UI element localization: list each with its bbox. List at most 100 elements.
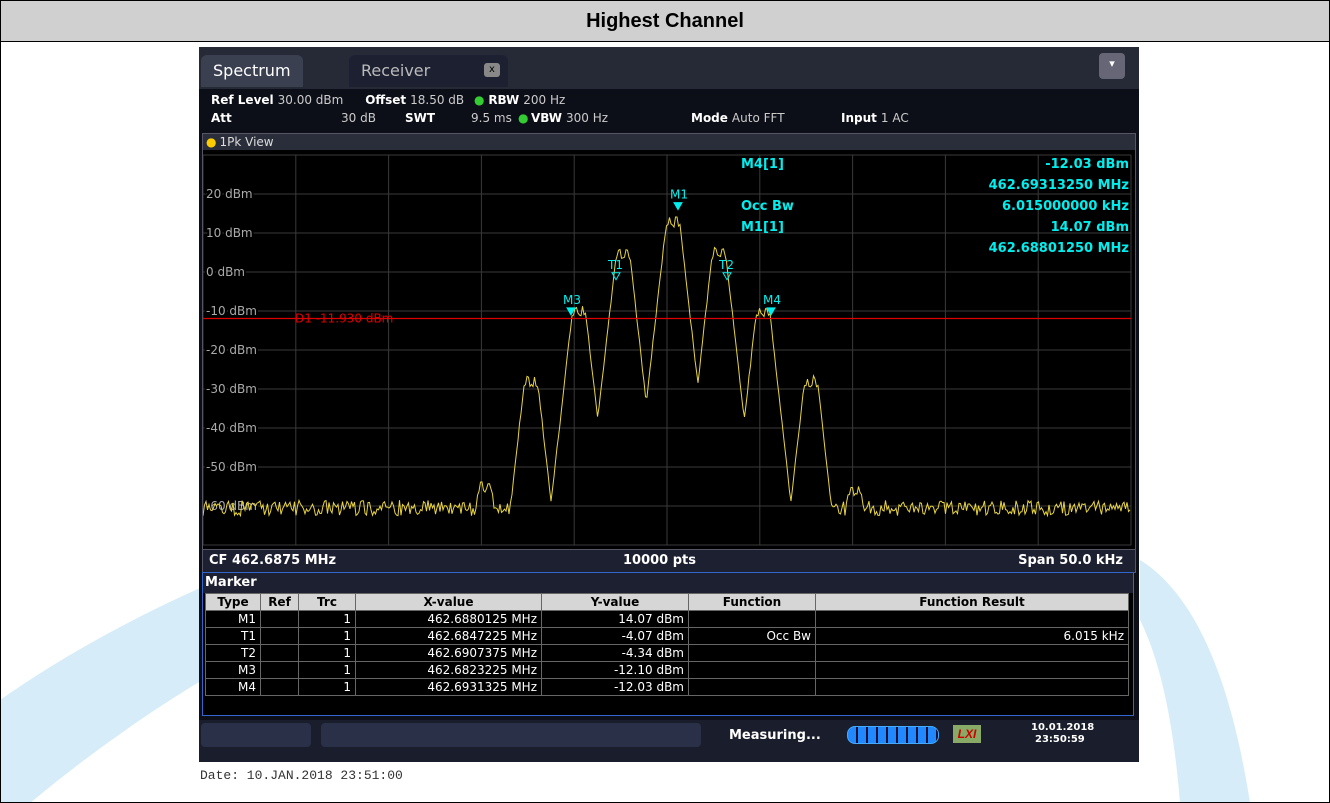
y-label: 10 dBm <box>206 226 253 240</box>
marker-tag: M3 <box>563 293 581 307</box>
table-cell: 14.07 dBm <box>541 610 689 628</box>
table-row: M4 1 462.6931325 MHz -12.03 dBm <box>205 678 1129 696</box>
setting-name: VBW <box>531 111 563 125</box>
readout-label: M4[1] <box>741 157 784 172</box>
column-header: Y-value <box>541 593 689 611</box>
table-cell <box>260 644 299 662</box>
marker-tag: T1 <box>607 258 623 272</box>
table-cell <box>688 678 816 696</box>
table-cell: T1 <box>205 627 261 645</box>
table-cell: 462.6880125 MHz <box>355 610 542 628</box>
marker-table-window: Marker Type Ref Trc X-value Y-value Function F… <box>202 572 1134 716</box>
settings-row: Ref Level 30.00 dBm Offset 18.50 dB ● RBW 2… <box>211 93 566 107</box>
table-title: Marker <box>203 573 1133 593</box>
table-header-row: Type Ref Trc X-value Y-value Function Function… <box>205 593 1129 611</box>
report-title: Highest Channel <box>1 1 1329 42</box>
spectrum-plot: 20 dBm 10 dBm 0 dBm -10 dBm -20 dBm -30 dBm -4… <box>203 154 1132 546</box>
readout-value: -12.03 dBm <box>1045 157 1129 172</box>
display-line-label: D1 -11.930 dBm <box>295 312 393 326</box>
tab-label: Receiver <box>361 61 431 80</box>
table-cell: -4.34 dBm <box>541 644 689 662</box>
status-bar: Measuring... LXI 10.01.2018 23:50:59 <box>199 720 1139 762</box>
softkey[interactable] <box>321 723 701 747</box>
softkey[interactable] <box>201 723 311 747</box>
table-cell <box>688 610 816 628</box>
table-cell: Occ Bw <box>688 627 816 645</box>
y-label: -10 dBm <box>206 304 257 318</box>
setting-name: Ref Level <box>211 93 274 107</box>
column-header: Function <box>688 593 816 611</box>
menu-button[interactable]: ▾ <box>1099 53 1125 79</box>
readout-label: Occ Bw <box>741 199 794 214</box>
table-cell <box>815 610 1129 628</box>
view-header: ● 1Pk View <box>203 134 1135 150</box>
readout-value: 462.69313250 MHz <box>989 178 1129 193</box>
setting-name: RBW <box>488 93 520 107</box>
status-time: 23:50:59 <box>1035 734 1085 745</box>
plot-footer: CF 462.6875 MHz 10000 pts Span 50.0 kHz <box>203 549 1135 572</box>
marker-table: Type Ref Trc X-value Y-value Function Function… <box>205 593 1129 696</box>
table-row: T1 1 462.6847225 MHz -4.07 dBm Occ Bw 6.015 k… <box>205 627 1129 645</box>
readout-value: 14.07 dBm <box>1051 220 1129 235</box>
table-cell <box>815 678 1129 696</box>
table-cell: -12.10 dBm <box>541 661 689 679</box>
setting-name: Att <box>211 111 232 125</box>
close-icon[interactable]: x <box>484 63 500 77</box>
table-cell: 1 <box>298 627 356 645</box>
y-label: -30 dBm <box>206 382 257 396</box>
table-cell: 1 <box>298 644 356 662</box>
marker-tag: T2 <box>718 258 734 272</box>
table-cell <box>260 661 299 679</box>
span: Span 50.0 kHz <box>1018 553 1123 568</box>
table-row: M1 1 462.6880125 MHz 14.07 dBm <box>205 610 1129 628</box>
table-cell: M1 <box>205 610 261 628</box>
table-cell <box>815 661 1129 679</box>
table-cell: M3 <box>205 661 261 679</box>
table-cell: 1 <box>298 661 356 679</box>
view-label: 1Pk View <box>219 135 274 149</box>
table-cell: 1 <box>298 610 356 628</box>
tab[interactable]: Receiver x <box>349 55 508 87</box>
setting-value: 300 Hz <box>566 111 609 125</box>
table-cell <box>688 644 816 662</box>
table-cell <box>260 627 299 645</box>
readout-value: 462.68801250 MHz <box>989 241 1129 256</box>
setting-value: 30.00 dBm <box>277 93 344 107</box>
setting-value: Auto FFT <box>731 111 785 125</box>
column-header: Function Result <box>815 593 1129 611</box>
table-cell <box>688 661 816 679</box>
table-cell: T2 <box>205 644 261 662</box>
setting-value: 1 AC <box>880 111 909 125</box>
y-label: 20 dBm <box>206 187 253 201</box>
trace <box>203 216 1131 518</box>
y-label: 0 dBm <box>206 265 245 279</box>
tab-bar <box>199 47 1139 89</box>
setting-name: Mode <box>691 111 728 125</box>
marker-tag: M1 <box>670 188 688 202</box>
tab[interactable]: Spectrum <box>201 55 303 87</box>
column-header: Type <box>205 593 261 611</box>
table-cell: M4 <box>205 678 261 696</box>
readout-label: M1[1] <box>741 220 784 235</box>
table-row: T2 1 462.6907375 MHz -4.34 dBm <box>205 644 1129 662</box>
table-cell <box>815 644 1129 662</box>
table-cell: 1 <box>298 678 356 696</box>
column-header: Trc <box>298 593 356 611</box>
table-cell: 462.6907375 MHz <box>355 644 542 662</box>
table-cell: 462.6847225 MHz <box>355 627 542 645</box>
setting-value: 9.5 ms <box>471 111 512 125</box>
y-label: -20 dBm <box>206 343 257 357</box>
center-frequency: CF 462.6875 MHz <box>209 553 337 568</box>
plot-window: ● 1Pk View 20 dBm 10 dBm 0 dBm -10 dBm -20 dB… <box>202 133 1136 573</box>
table-cell: -12.03 dBm <box>541 678 689 696</box>
table-cell: 462.6931325 MHz <box>355 678 542 696</box>
table-cell <box>260 610 299 628</box>
lxi-logo: LXI <box>953 725 981 743</box>
marker-triangle <box>566 307 576 316</box>
column-header: Ref <box>260 593 299 611</box>
instrument-screen: Spectrum Receiver x ▾ Ref Level 30.00 dBm … <box>199 47 1139 762</box>
marker-triangle <box>611 272 621 281</box>
marker-triangle <box>673 202 683 211</box>
marker-triangle <box>722 272 732 281</box>
